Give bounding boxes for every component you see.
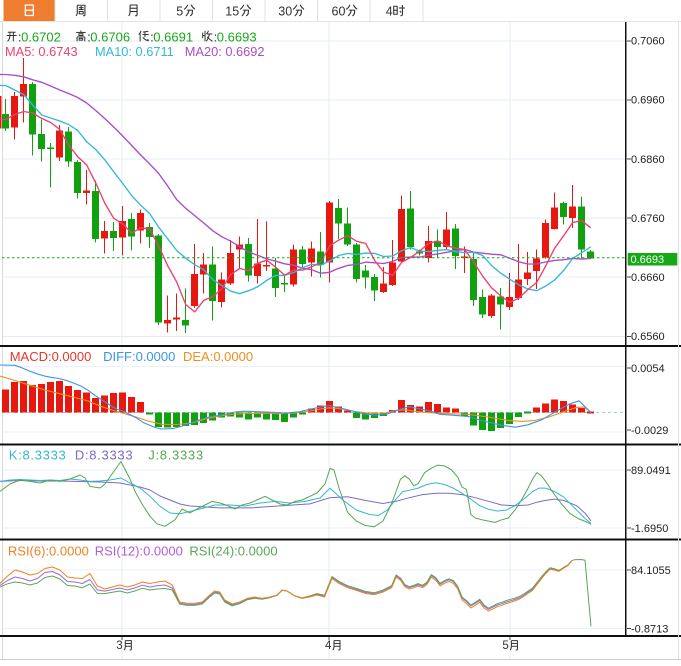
- svg-text:MACD:0.0000: MACD:0.0000: [10, 349, 92, 364]
- svg-text:0.6706: 0.6706: [90, 30, 130, 45]
- svg-text:4: 4: [325, 640, 332, 652]
- svg-text:15: 15: [225, 5, 239, 19]
- svg-text:5: 5: [502, 640, 508, 652]
- svg-text:0.6702: 0.6702: [21, 30, 61, 45]
- svg-text::: :: [18, 30, 22, 45]
- svg-text:89.0491: 89.0491: [631, 465, 671, 477]
- svg-text:RSI(12):0.0000: RSI(12):0.0000: [95, 544, 183, 559]
- svg-text:MA10: 0.6711: MA10: 0.6711: [95, 44, 174, 59]
- svg-text:J:8.3333: J:8.3333: [148, 448, 203, 463]
- svg-text:84.1055: 84.1055: [631, 565, 671, 577]
- svg-text:0.6960: 0.6960: [631, 95, 665, 107]
- svg-text::: :: [150, 30, 154, 45]
- svg-text:K:8.3333: K:8.3333: [9, 448, 67, 463]
- svg-text:4: 4: [386, 5, 393, 19]
- svg-text:-0.8713: -0.8713: [631, 623, 668, 635]
- svg-text:0.6560: 0.6560: [631, 331, 665, 343]
- svg-text:0.6693: 0.6693: [217, 30, 257, 45]
- svg-text:D:8.3333: D:8.3333: [75, 448, 133, 463]
- svg-text:0.0054: 0.0054: [631, 363, 665, 375]
- svg-text:MA5: 0.6743: MA5: 0.6743: [5, 44, 78, 59]
- svg-text:MA20: 0.6692: MA20: 0.6692: [185, 44, 265, 59]
- svg-text:0.7060: 0.7060: [631, 36, 665, 48]
- svg-text:RSI(6):0.0000: RSI(6):0.0000: [8, 544, 89, 559]
- svg-text:5: 5: [176, 5, 183, 19]
- svg-text:-1.6950: -1.6950: [631, 523, 668, 535]
- svg-text:-0.0029: -0.0029: [631, 425, 668, 437]
- svg-text:60: 60: [332, 5, 346, 19]
- svg-text::: :: [214, 30, 218, 45]
- svg-text:30: 30: [278, 5, 292, 19]
- svg-text:RSI(24):0.0000: RSI(24):0.0000: [189, 544, 277, 559]
- svg-text:0.6693: 0.6693: [631, 254, 665, 266]
- svg-text::: :: [87, 30, 91, 45]
- svg-text:0.6860: 0.6860: [631, 154, 665, 166]
- svg-text:0.6760: 0.6760: [631, 213, 665, 225]
- svg-text:0.6660: 0.6660: [631, 272, 665, 284]
- svg-text:DIFF:0.0000: DIFF:0.0000: [103, 349, 175, 364]
- svg-text:3: 3: [116, 640, 122, 652]
- svg-text:0.6691: 0.6691: [153, 30, 193, 45]
- svg-text:DEA:0.0000: DEA:0.0000: [183, 349, 253, 364]
